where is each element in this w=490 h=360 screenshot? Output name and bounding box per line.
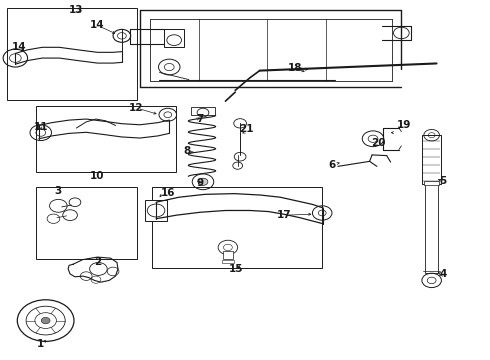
Bar (221, 260, 234, 263)
Text: 2: 2 (94, 257, 101, 267)
Bar (36, 187, 137, 259)
Bar (146, 201, 167, 221)
Text: 14: 14 (90, 20, 105, 30)
Text: 11: 11 (33, 122, 48, 132)
Text: 8: 8 (184, 145, 191, 156)
Bar (222, 251, 233, 259)
Bar (422, 135, 441, 184)
Text: 19: 19 (396, 121, 411, 130)
Bar (6, 8, 137, 100)
Text: 3: 3 (55, 186, 62, 196)
Bar (164, 30, 184, 47)
Text: 10: 10 (90, 171, 105, 181)
Text: 6: 6 (328, 160, 335, 170)
Text: 4: 4 (440, 269, 447, 279)
Text: 21: 21 (239, 124, 253, 134)
Text: 16: 16 (161, 188, 175, 198)
Bar (152, 187, 322, 268)
Circle shape (198, 178, 208, 185)
Text: 7: 7 (196, 114, 204, 124)
Text: 5: 5 (440, 176, 447, 186)
Text: 13: 13 (69, 5, 84, 15)
Text: 20: 20 (370, 139, 385, 148)
Bar (191, 107, 215, 115)
Text: 15: 15 (229, 264, 244, 274)
Bar (425, 184, 438, 273)
Text: 1: 1 (37, 339, 45, 349)
Text: 18: 18 (288, 63, 302, 73)
Bar (424, 181, 440, 185)
Text: 17: 17 (277, 210, 292, 220)
Text: 12: 12 (129, 103, 144, 113)
Text: 14: 14 (12, 42, 26, 51)
Circle shape (41, 318, 50, 324)
Text: 9: 9 (196, 178, 204, 188)
Bar (36, 107, 175, 172)
